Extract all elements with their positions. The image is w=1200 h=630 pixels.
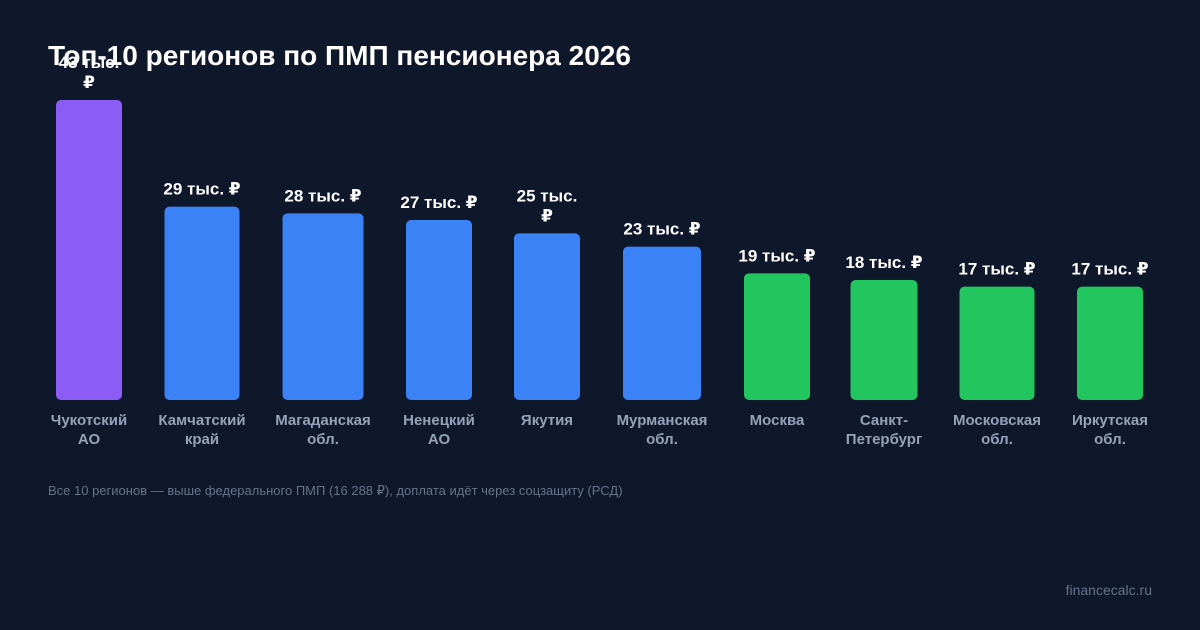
bar	[623, 246, 701, 400]
category-label: Мурманская обл.	[617, 412, 708, 448]
bar	[850, 280, 918, 400]
category-label: Чукотский АО	[51, 412, 127, 448]
bar	[164, 206, 240, 400]
category-label: Магаданская обл.	[275, 412, 370, 448]
bar	[744, 273, 810, 400]
bar-value-label: 17 тыс. ₽	[1071, 260, 1148, 279]
bar-value-label: 17 тыс. ₽	[958, 260, 1035, 279]
bar-chart: 43 тыс. ₽ Чукотский АО 29 тыс. ₽ Камчатский кр…	[51, 53, 1149, 448]
footnote: Все 10 регионов — выше федерального ПМП …	[48, 483, 623, 498]
category-label: Иркутская обл.	[1072, 412, 1148, 448]
bar	[1077, 286, 1143, 400]
category-label: Камчатский край	[158, 412, 245, 448]
bar	[514, 233, 580, 400]
bar-value-label: 29 тыс. ₽	[163, 180, 240, 199]
bar	[56, 100, 122, 400]
bar-value-label: 25 тыс. ₽	[517, 186, 578, 225]
bar	[282, 213, 364, 400]
bar-value-label: 28 тыс. ₽	[284, 186, 361, 205]
bar-value-label: 27 тыс. ₽	[400, 193, 477, 212]
category-label: Ненецкий АО	[403, 412, 475, 448]
category-label: Московская обл.	[953, 412, 1041, 448]
bar	[959, 286, 1035, 400]
category-label: Якутия	[521, 412, 573, 429]
chart-title: Топ-10 регионов по ПМП пенсионера 2026	[48, 40, 631, 71]
category-label: Москва	[750, 412, 805, 429]
bar-value-label: 19 тыс. ₽	[738, 246, 815, 265]
category-label: Санкт-Петербург	[846, 412, 922, 448]
bar	[406, 220, 472, 400]
bar-value-label: 18 тыс. ₽	[845, 253, 922, 272]
bar-value-label: 43 тыс. ₽	[59, 53, 120, 92]
brand-watermark: financecalc.ru	[1065, 582, 1152, 598]
bar-value-label: 23 тыс. ₽	[623, 220, 700, 239]
